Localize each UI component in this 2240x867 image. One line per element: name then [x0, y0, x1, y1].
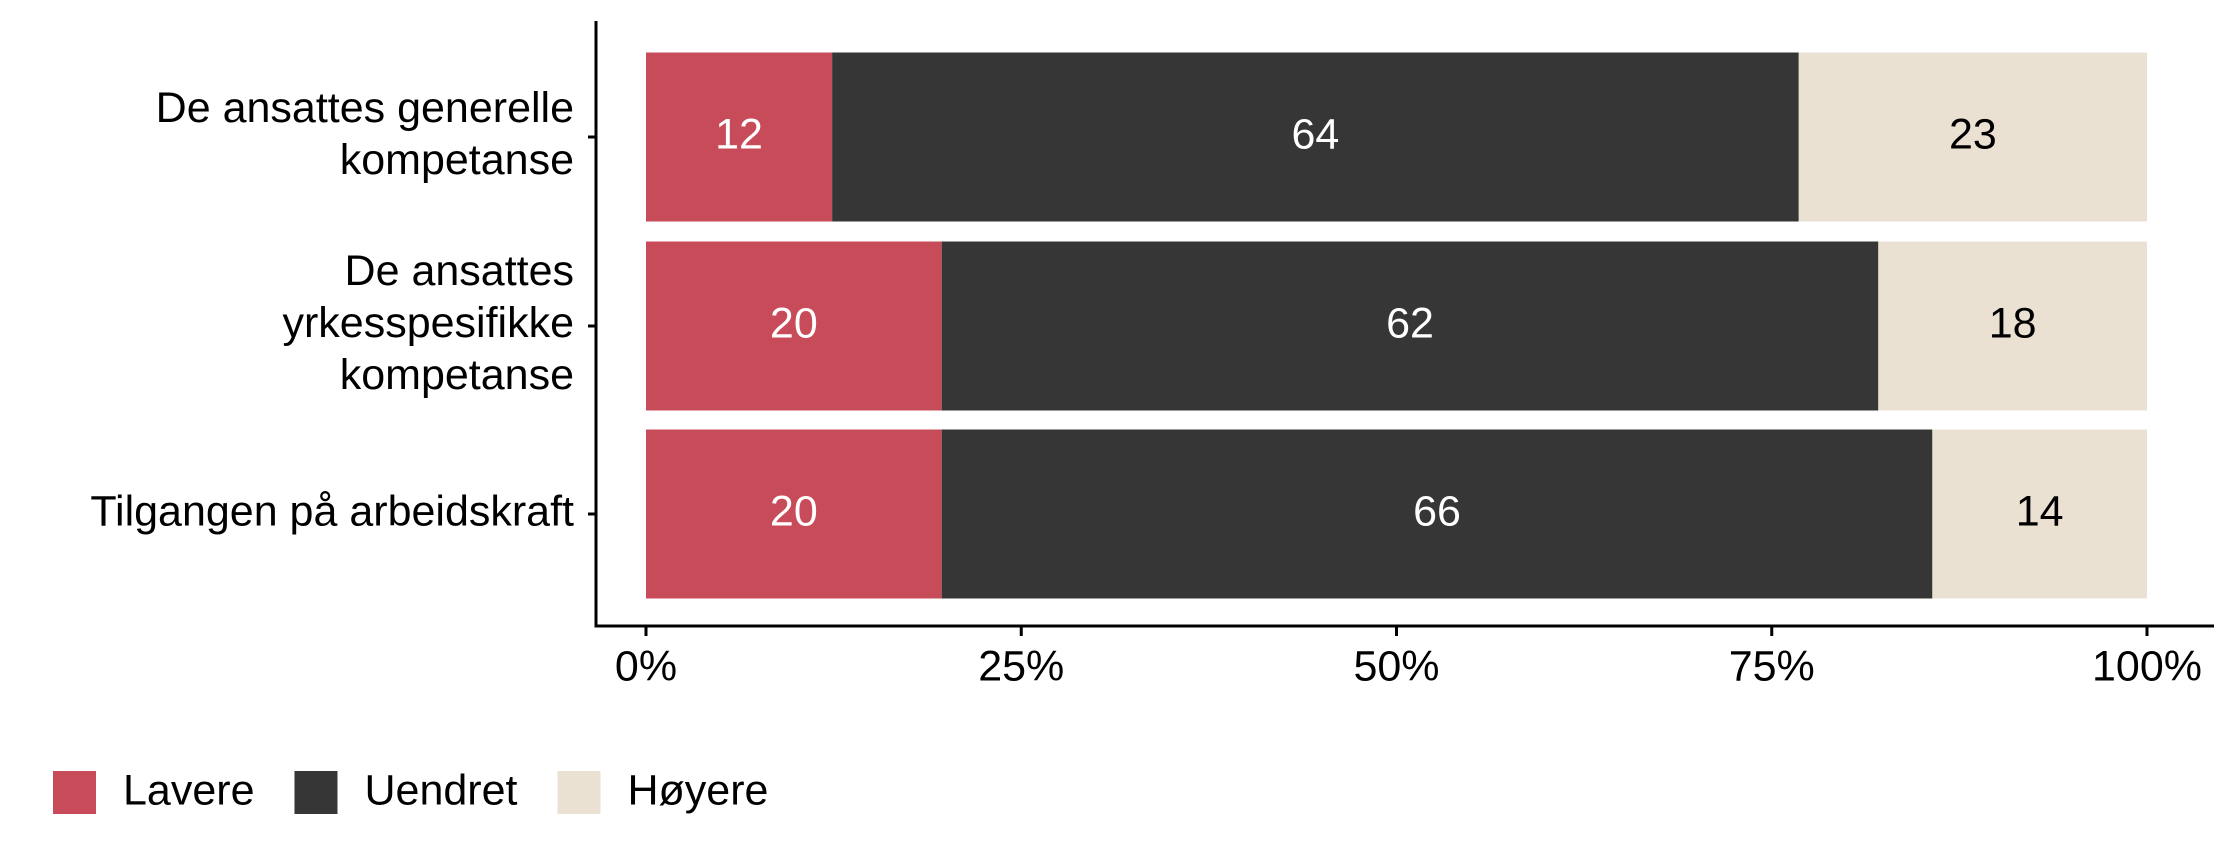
legend-swatch: [557, 771, 601, 814]
value-label: 66: [1413, 487, 1461, 535]
legend-label: Lavere: [123, 766, 254, 814]
bar-segment: [646, 241, 942, 411]
y-tick-label: De ansattes yrkesspesifikke kompetanse: [282, 247, 574, 399]
legend-label: Uendret: [364, 766, 517, 814]
x-tick-label: 100%: [2092, 642, 2202, 690]
bar-segment: [1798, 52, 2147, 222]
x-tick-label: 50%: [1353, 642, 1439, 690]
value-label: 18: [1989, 299, 2037, 347]
bar-segment: [941, 429, 1933, 599]
value-label: 14: [2016, 487, 2064, 535]
x-tick-label: 25%: [978, 642, 1064, 690]
y-tick-label: De ansattes generelle kompetanse: [156, 84, 574, 184]
bar-segment: [646, 52, 833, 222]
x-tick-label: 75%: [1729, 642, 1815, 690]
value-label: 23: [1949, 110, 1997, 158]
y-tick-label: Tilgangen på arbeidskraft: [90, 487, 574, 535]
value-label: 12: [715, 110, 763, 158]
value-label: 62: [1386, 299, 1434, 347]
legend-swatch: [294, 771, 338, 814]
bar-segment: [1932, 429, 2147, 599]
bar-segment: [941, 241, 1879, 411]
x-tick-label: 0%: [615, 642, 677, 690]
value-label: 64: [1292, 110, 1340, 158]
bar-segment: [1878, 241, 2147, 411]
value-label: 20: [770, 487, 818, 535]
bar-segment: [832, 52, 1799, 222]
bar-segment: [646, 429, 942, 599]
legend-swatch: [53, 771, 96, 814]
legend-label: Høyere: [627, 766, 768, 814]
value-label: 20: [770, 299, 818, 347]
